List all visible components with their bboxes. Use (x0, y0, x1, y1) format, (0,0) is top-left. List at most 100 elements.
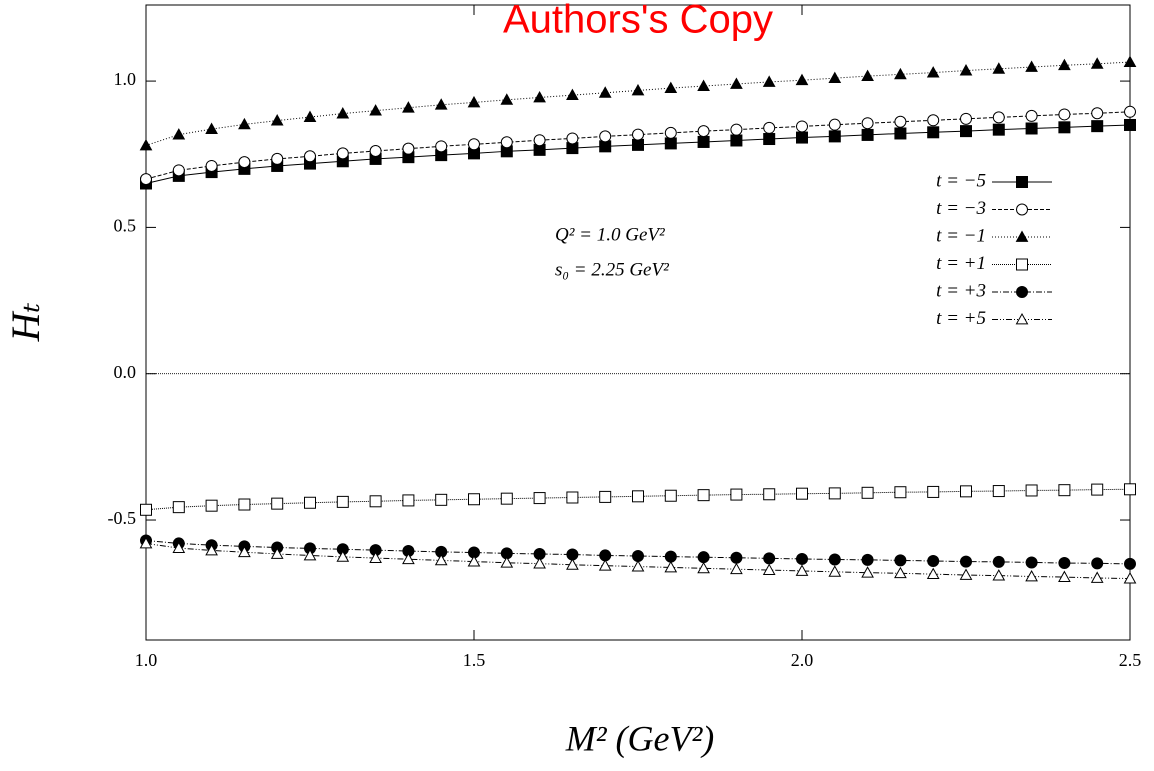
marker (336, 550, 350, 562)
marker (828, 118, 841, 131)
marker (861, 117, 874, 130)
marker (795, 73, 809, 86)
legend-label: t = −3 (936, 198, 986, 219)
watermark: Authors's Copy (503, 0, 773, 42)
marker (1058, 58, 1071, 71)
marker (304, 496, 316, 509)
annotation: s₀ = 2.25 GeV² (555, 259, 669, 280)
marker (894, 566, 907, 579)
marker (139, 138, 153, 151)
marker (697, 125, 710, 138)
marker (697, 79, 710, 91)
marker (205, 122, 218, 134)
annotation: Q² = 1.0 GeV² (555, 224, 665, 245)
legend-marker (1016, 258, 1028, 271)
marker (599, 140, 612, 153)
marker (205, 159, 218, 172)
marker (664, 550, 677, 563)
marker (796, 487, 808, 500)
marker (336, 495, 349, 508)
y-tick-label: 1.0 (114, 69, 137, 89)
marker (1091, 557, 1104, 570)
marker (1123, 572, 1137, 584)
marker (894, 67, 907, 80)
marker (992, 123, 1005, 136)
marker (828, 553, 841, 566)
marker (205, 499, 218, 512)
marker (205, 543, 218, 556)
marker (795, 564, 809, 576)
marker (402, 552, 415, 565)
marker (336, 107, 350, 119)
marker (599, 130, 612, 143)
marker (500, 556, 514, 568)
marker (861, 486, 874, 499)
marker (402, 101, 415, 113)
marker (992, 555, 1005, 568)
marker (172, 164, 185, 177)
marker (960, 125, 972, 138)
y-axis-label: Hₜ (3, 302, 48, 342)
marker (730, 551, 743, 564)
marker (1058, 108, 1071, 121)
marker (435, 493, 448, 506)
marker (730, 77, 743, 89)
marker (1058, 484, 1071, 497)
marker (1123, 55, 1137, 67)
legend-label: t = +3 (936, 280, 986, 301)
marker (303, 110, 317, 122)
marker (796, 120, 808, 133)
marker (992, 111, 1005, 124)
marker (303, 548, 317, 561)
marker (664, 81, 678, 94)
marker (402, 142, 415, 155)
marker (500, 93, 514, 105)
marker (1091, 483, 1104, 496)
marker (270, 114, 284, 126)
marker (763, 133, 776, 146)
marker (927, 485, 940, 498)
marker (894, 127, 907, 140)
marker (960, 112, 972, 125)
marker (172, 541, 186, 554)
marker (1058, 557, 1071, 570)
marker (894, 115, 907, 128)
y-tick-label: -0.5 (108, 508, 137, 528)
marker (336, 147, 349, 160)
marker (960, 555, 972, 568)
legend-label: t = −1 (936, 225, 986, 246)
marker (632, 128, 644, 141)
marker (763, 552, 776, 565)
marker (500, 136, 513, 149)
marker (664, 489, 677, 502)
marker (697, 135, 710, 148)
marker (730, 134, 743, 147)
marker (763, 488, 776, 501)
marker (992, 485, 1005, 498)
marker (1090, 57, 1104, 69)
marker (533, 90, 546, 103)
legend-marker (1015, 312, 1029, 325)
marker (533, 134, 546, 147)
y-tick-label: 0.0 (114, 362, 137, 382)
marker (828, 565, 842, 577)
marker (828, 71, 842, 84)
marker (763, 121, 776, 134)
marker (434, 98, 448, 110)
plot-frame (145, 4, 1131, 641)
marker (730, 488, 743, 501)
marker (664, 560, 678, 573)
marker (926, 567, 940, 580)
marker (369, 495, 382, 508)
marker (730, 123, 743, 136)
marker (402, 494, 415, 507)
marker (894, 486, 907, 499)
marker (828, 130, 841, 143)
marker (894, 554, 907, 567)
marker (631, 83, 645, 96)
marker (796, 131, 808, 144)
marker (140, 503, 152, 516)
marker (632, 138, 644, 151)
marker (1091, 107, 1104, 120)
